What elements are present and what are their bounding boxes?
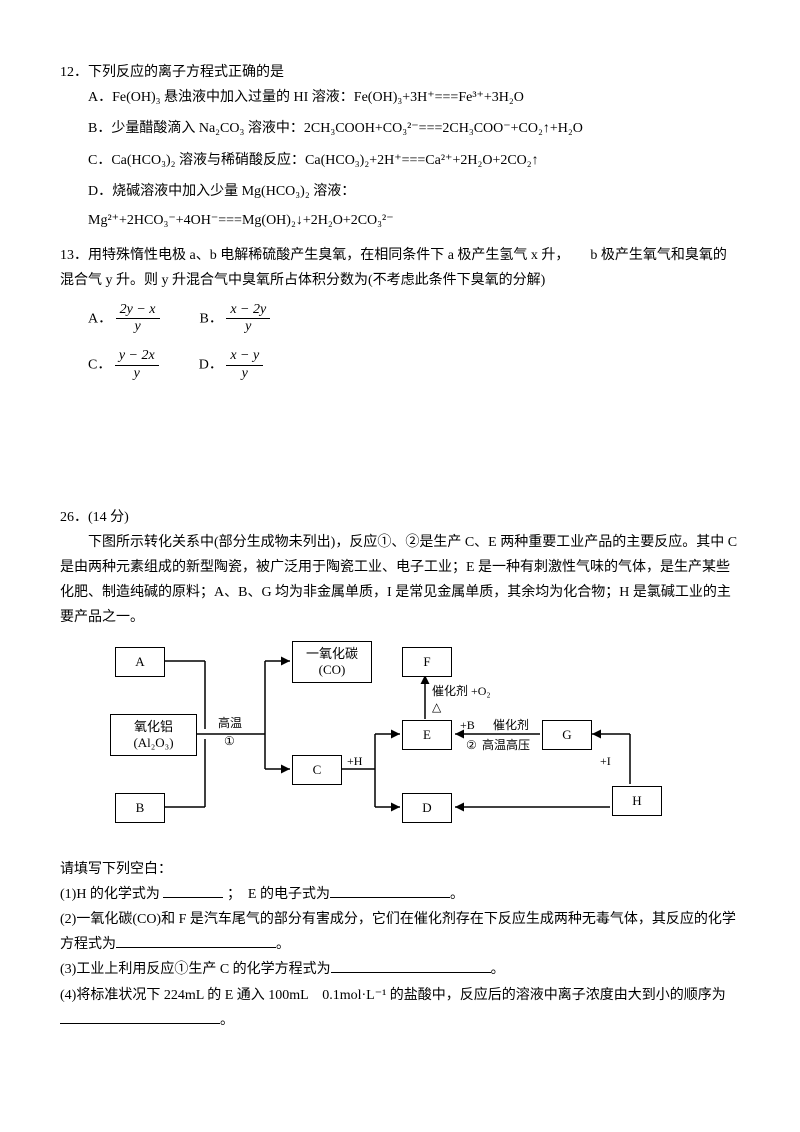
blank [330, 883, 450, 898]
q13-A-label: A． [88, 311, 112, 326]
lbl-tri: △ [432, 697, 441, 719]
spacer [60, 395, 740, 505]
box-G: G [542, 720, 592, 750]
q26-tail: 请填写下列空白： [60, 857, 740, 882]
q13-row1: A． 2y − x y B． x − 2y y [60, 302, 740, 337]
q13-B-label: B． [200, 311, 223, 326]
q12-optD-2: Mg²⁺+2HCO₃⁻+4OH⁻===Mg(OH)₂↓+2H₂O+2CO₃²⁻ [60, 208, 740, 233]
lbl-circ2: ② [466, 735, 477, 757]
q26-p3: (3)工业上利用反应①生产 C 的化学方程式为。 [60, 957, 740, 982]
q13-C-frac: y − 2x y [115, 348, 159, 383]
q12-optD-1: D．烧碱溶液中加入少量 Mg(HCO₃)₂ 溶液： [60, 179, 740, 204]
lbl-catO2: 催化剂 +O₂ [432, 681, 512, 703]
lbl-gaowengaoya: 高温高压 [482, 735, 530, 757]
box-F: F [402, 647, 452, 677]
q12-optA: A．Fe(OH)₃ 悬浊液中加入过量的 HI 溶液：Fe(OH)₃+3H⁺===… [60, 85, 740, 110]
box-D: D [402, 793, 452, 823]
box-Al2O3: 氧化铝 (Al₂O₃) [110, 714, 197, 756]
q13-optC: C． y − 2x y [88, 348, 159, 383]
q26-p1: (1)H 的化学式为 ； E 的电子式为。 [60, 882, 740, 907]
box-CO: 一氧化碳 (CO) [292, 641, 372, 683]
box-A: A [115, 647, 165, 677]
q26-p4: (4)将标准状况下 224mL 的 E 通入 100mL 0.1mol·L⁻¹ … [60, 983, 740, 1033]
q26-para: 下图所示转化关系中(部分生成物未列出)，反应①、②是生产 C、E 两种重要工业产… [60, 530, 740, 631]
q12-optC: C．Ca(HCO₃)₂ 溶液与稀硝酸反应：Ca(HCO₃)₂+2H⁺===Ca²… [60, 148, 740, 173]
q12-optB: B．少量醋酸滴入 Na₂CO₃ 溶液中：2CH₃COOH+CO₃²⁻===2CH… [60, 116, 740, 141]
lbl-circ1: ① [224, 731, 235, 753]
q13-C-label: C． [88, 358, 111, 373]
box-H: H [612, 786, 662, 816]
q13-row2: C． y − 2x y D． x − y y [60, 348, 740, 383]
blank [163, 883, 223, 898]
q12-stem: 12．下列反应的离子方程式正确的是 [60, 60, 740, 85]
q26: 26．(14 分) 下图所示转化关系中(部分生成物未列出)，反应①、②是生产 C… [60, 505, 740, 1033]
blank [116, 933, 276, 948]
q26-title: 26．(14 分) [60, 505, 740, 530]
q13-optB: B． x − 2y y [200, 302, 271, 337]
q13-D-frac: x − y y [226, 348, 263, 383]
q13-A-frac: 2y − x y [116, 302, 160, 337]
blank [60, 1009, 220, 1024]
q12: 12．下列反应的离子方程式正确的是 A．Fe(OH)₃ 悬浊液中加入过量的 HI… [60, 60, 740, 233]
q13-stem: 13．用特殊惰性电极 a、b 电解稀硫酸产生臭氧，在相同条件下 a 极产生氢气 … [60, 243, 740, 293]
q26-p2: (2)一氧化碳(CO)和 F 是汽车尾气的部分有害成分，它们在催化剂存在下反应生… [60, 907, 740, 957]
q13-B-frac: x − 2y y [226, 302, 270, 337]
box-C: C [292, 755, 342, 785]
q13: 13．用特殊惰性电极 a、b 电解稀硫酸产生臭氧，在相同条件下 a 极产生氢气 … [60, 243, 740, 383]
q13-optA: A． 2y − x y [88, 302, 160, 337]
box-B: B [115, 793, 165, 823]
q13-D-label: D． [199, 358, 223, 373]
lbl-cat2: 催化剂 [493, 715, 529, 737]
lbl-plusI: +I [600, 751, 611, 773]
box-E: E [402, 720, 452, 750]
q26-diagram: A 氧化铝 (Al₂O₃) B 一氧化碳 (CO) C F E D G H 高温… [110, 639, 670, 849]
lbl-plusH: +H [347, 751, 362, 773]
lbl-plusB: +B [460, 715, 475, 737]
q13-optD: D． x − y y [199, 348, 264, 383]
blank [331, 958, 491, 973]
